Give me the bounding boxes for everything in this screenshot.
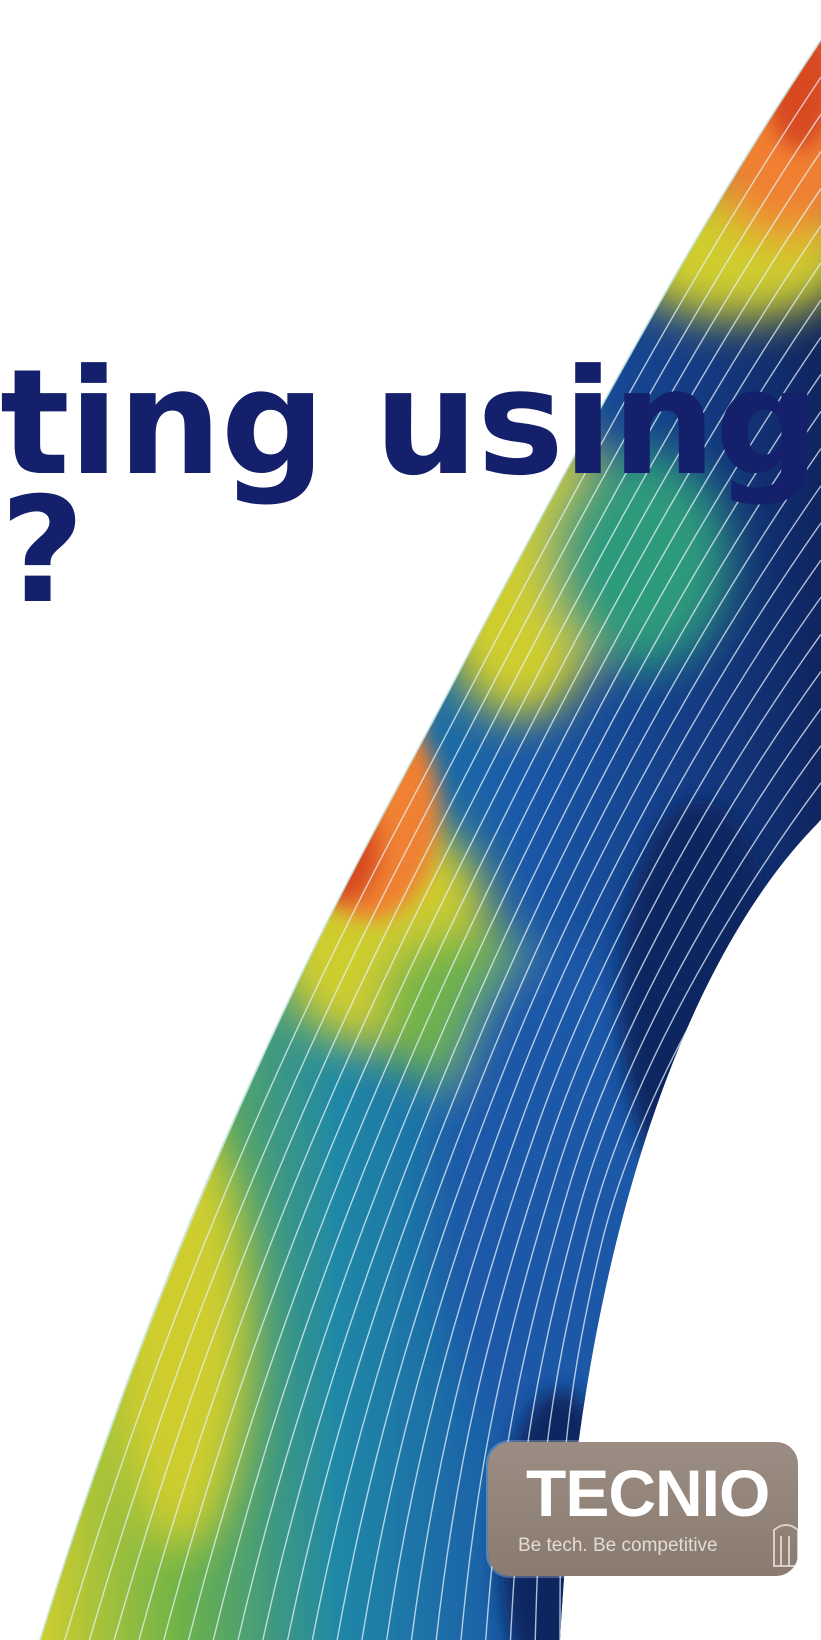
yellow-zone-bottom <box>110 1110 250 1550</box>
streamline <box>187 262 821 1640</box>
streamline <box>163 225 821 1640</box>
streamline <box>237 336 821 1640</box>
tecnio-tagline: Be tech. Be competitive <box>518 1535 718 1556</box>
streamline <box>385 559 821 1640</box>
tecnio-badge: TECNIO Be tech. Be competitive <box>488 1442 798 1576</box>
streamline <box>460 671 821 1640</box>
streamline <box>212 299 821 1640</box>
orange-hotspot-upper <box>375 655 425 745</box>
streamline <box>361 522 821 1640</box>
tecnio-logo-text: TECNIO <box>526 1456 770 1530</box>
streamline <box>138 188 821 1640</box>
streamline <box>286 411 821 1640</box>
headline-line-2: ? <box>0 466 85 636</box>
streamline <box>262 373 821 1640</box>
streamline <box>410 596 821 1640</box>
tecnio-emblem-icon <box>773 1524 798 1567</box>
streamline <box>88 113 821 1640</box>
headline-line-1: ting using <box>0 338 819 508</box>
streamline <box>311 448 821 1640</box>
red-hotspot <box>300 795 380 905</box>
streamline <box>435 633 821 1640</box>
streamline <box>64 76 821 1640</box>
streamline <box>336 485 821 1640</box>
streamline <box>113 151 821 1640</box>
colormap-band <box>39 39 821 1640</box>
orange-hotspot <box>300 700 440 920</box>
